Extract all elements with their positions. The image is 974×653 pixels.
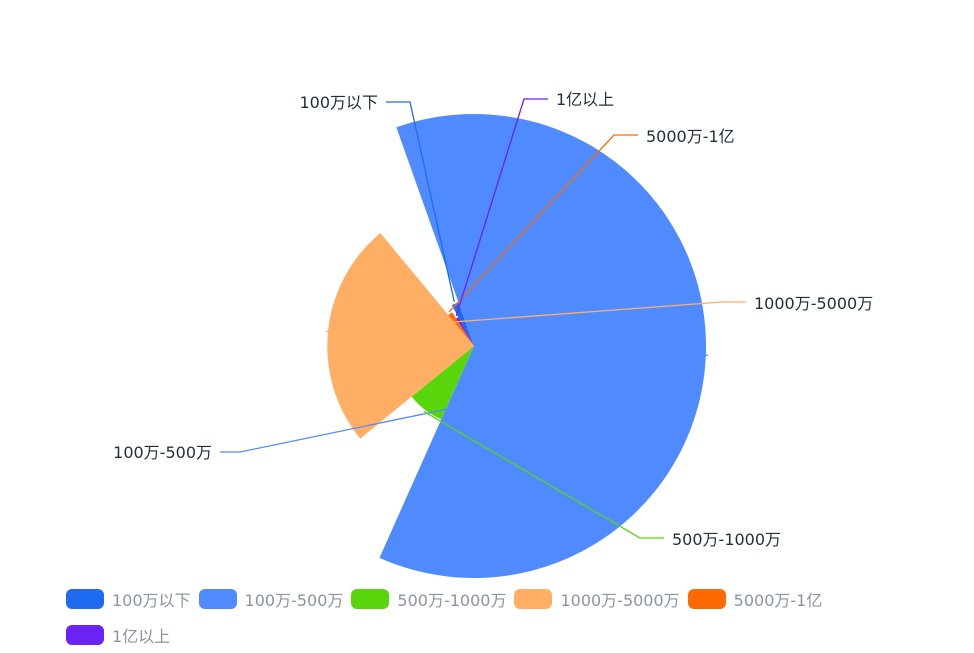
slice-4[interactable] <box>448 312 474 346</box>
slice-label-4: 5000万-1亿 <box>646 127 735 146</box>
legend-swatch-2 <box>351 589 390 609</box>
legend-label-4: 5000万-1亿 <box>733 591 823 610</box>
slice-label-1: 100万-500万 <box>113 443 212 462</box>
legend-swatch-5 <box>66 625 104 645</box>
legend-item-3[interactable]: 1000万-5000万 <box>514 588 680 610</box>
legend-swatch-1 <box>198 589 237 609</box>
leader-line-2 <box>423 410 664 539</box>
slices-group <box>327 114 706 579</box>
slice-label-2: 500万-1000万 <box>672 530 781 549</box>
legend-item-4[interactable]: 5000万-1亿 <box>687 588 823 610</box>
legend-item-1[interactable]: 100万-500万 <box>198 588 344 610</box>
legend-swatch-4 <box>687 589 726 609</box>
legend-label-3: 1000万-5000万 <box>560 591 680 610</box>
legend-item-0[interactable]: 100万以下 <box>66 588 191 610</box>
leader-line-1 <box>220 354 708 453</box>
legend-label-2: 500万-1000万 <box>397 591 507 610</box>
slice-label-0: 100万以下 <box>299 93 378 112</box>
leader-line-5 <box>455 98 548 317</box>
legend-item-2[interactable]: 500万-1000万 <box>351 588 506 610</box>
leader-line-0 <box>386 101 455 302</box>
legend-label-1: 100万-500万 <box>244 591 344 610</box>
slice-1[interactable] <box>379 114 706 579</box>
leader-lines-group <box>220 98 746 539</box>
slice-3[interactable] <box>327 233 474 439</box>
slice-2[interactable] <box>411 346 474 420</box>
slice-label-3: 1000万-5000万 <box>754 294 873 313</box>
legend: 100万以下 100万-500万 500万-1000万 1000万-5000万 5000… <box>66 588 926 646</box>
legend-swatch-0 <box>66 589 104 609</box>
leader-line-4 <box>448 134 638 313</box>
legend-label-5: 1亿以上 <box>112 627 171 646</box>
slice-label-5: 1亿以上 <box>556 90 614 109</box>
legend-item-5[interactable]: 1亿以上 <box>66 624 170 646</box>
legend-label-0: 100万以下 <box>112 591 191 610</box>
slice-5[interactable] <box>456 317 474 346</box>
leader-line-3 <box>325 301 746 333</box>
slice-labels-group: 100万以下 100万-500万 500万-1000万 1000万-5000万 5000… <box>113 90 873 549</box>
legend-swatch-3 <box>514 589 553 609</box>
